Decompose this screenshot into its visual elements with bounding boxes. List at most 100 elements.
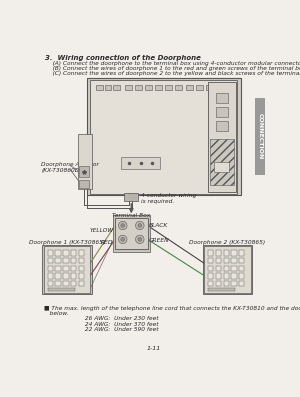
Bar — [239, 250, 244, 256]
Bar — [231, 281, 237, 286]
Bar — [79, 250, 84, 256]
Bar — [224, 266, 229, 271]
Text: GREEN: GREEN — [149, 239, 169, 243]
Circle shape — [121, 224, 125, 227]
Bar — [216, 121, 228, 131]
Bar — [55, 250, 61, 256]
Bar — [71, 281, 76, 286]
Bar — [216, 107, 228, 117]
Bar — [79, 266, 84, 271]
Bar — [55, 273, 61, 279]
Bar — [239, 281, 244, 286]
Bar — [216, 250, 221, 256]
Bar — [87, 79, 241, 195]
Bar — [42, 245, 92, 294]
Bar — [125, 85, 132, 90]
Text: BLACK: BLACK — [149, 223, 168, 228]
Bar — [155, 85, 162, 90]
Bar — [224, 258, 229, 263]
Bar — [135, 85, 142, 90]
Bar — [224, 250, 229, 256]
Circle shape — [136, 221, 144, 230]
Bar — [208, 273, 213, 279]
Circle shape — [121, 237, 125, 241]
Circle shape — [118, 235, 127, 244]
Bar — [71, 273, 76, 279]
Bar — [231, 273, 237, 279]
Bar — [79, 166, 89, 177]
Text: (A) Connect the doorphone to the terminal box using 4-conductor modular connecto: (A) Connect the doorphone to the termina… — [45, 62, 300, 67]
Bar — [79, 258, 84, 263]
Bar — [63, 250, 68, 256]
Bar — [55, 281, 61, 286]
Bar — [105, 85, 111, 90]
Bar — [55, 266, 61, 271]
Bar — [224, 273, 229, 279]
Bar — [90, 80, 238, 194]
Bar — [71, 266, 76, 271]
Text: CONNECTION: CONNECTION — [257, 113, 262, 159]
Bar — [113, 215, 150, 252]
Text: Doorphone Adaptor
(KX-T30860D): Doorphone Adaptor (KX-T30860D) — [41, 162, 99, 173]
Bar — [210, 139, 234, 185]
Bar — [71, 250, 76, 256]
Bar — [231, 266, 237, 271]
Text: (B) Connect the wires of doorphone 1 to the red and green screws of the terminal: (B) Connect the wires of doorphone 1 to … — [45, 66, 300, 71]
Bar — [48, 288, 75, 291]
Text: 4-conductor wiring
is required.: 4-conductor wiring is required. — [141, 193, 196, 204]
Bar — [231, 258, 237, 263]
Text: (C) Connect the wires of doorphone 2 to the yellow and black screws of the termi: (C) Connect the wires of doorphone 2 to … — [45, 71, 300, 76]
Bar — [208, 266, 213, 271]
Bar — [216, 93, 228, 103]
Bar — [79, 180, 89, 188]
Bar — [44, 246, 90, 293]
Bar — [239, 273, 244, 279]
Bar — [48, 266, 53, 271]
Bar — [216, 281, 221, 286]
Bar — [124, 193, 138, 201]
Bar — [63, 273, 68, 279]
Bar — [185, 85, 193, 90]
Bar — [208, 288, 235, 291]
Text: RED: RED — [101, 240, 113, 245]
Text: below.: below. — [44, 311, 68, 316]
Bar — [216, 273, 221, 279]
Bar — [115, 218, 148, 249]
Bar — [224, 281, 229, 286]
Bar — [63, 266, 68, 271]
Bar — [176, 85, 182, 90]
Bar — [208, 81, 236, 193]
Circle shape — [118, 221, 127, 230]
Bar — [79, 273, 84, 279]
Bar — [216, 258, 221, 263]
Bar — [71, 258, 76, 263]
Text: ■ The max. length of the telephone line cord that connects the KX-T30810 and the: ■ The max. length of the telephone line … — [44, 306, 300, 311]
Bar — [121, 157, 160, 169]
Bar — [145, 85, 152, 90]
Bar — [202, 245, 252, 294]
Bar — [239, 258, 244, 263]
Bar — [55, 258, 61, 263]
Bar — [208, 250, 213, 256]
Text: 1-11: 1-11 — [147, 347, 161, 351]
Bar — [208, 281, 213, 286]
Bar — [48, 281, 53, 286]
Bar — [214, 162, 229, 172]
Text: Terminal Box: Terminal Box — [112, 213, 150, 218]
Bar — [165, 85, 172, 90]
Bar — [63, 258, 68, 263]
Text: Doorphone 2 (KX-T30865): Doorphone 2 (KX-T30865) — [189, 240, 266, 245]
Bar — [48, 273, 53, 279]
Bar — [231, 250, 237, 256]
Bar — [113, 85, 120, 90]
Bar — [239, 266, 244, 271]
Bar — [204, 246, 250, 293]
Bar — [79, 281, 84, 286]
Bar — [48, 250, 53, 256]
Text: YELLOW: YELLOW — [89, 227, 113, 233]
Circle shape — [136, 235, 144, 244]
Bar — [96, 85, 103, 90]
Bar — [63, 281, 68, 286]
Text: 3.  Wiring connection of the Doorphone: 3. Wiring connection of the Doorphone — [45, 55, 201, 62]
Circle shape — [138, 237, 142, 241]
